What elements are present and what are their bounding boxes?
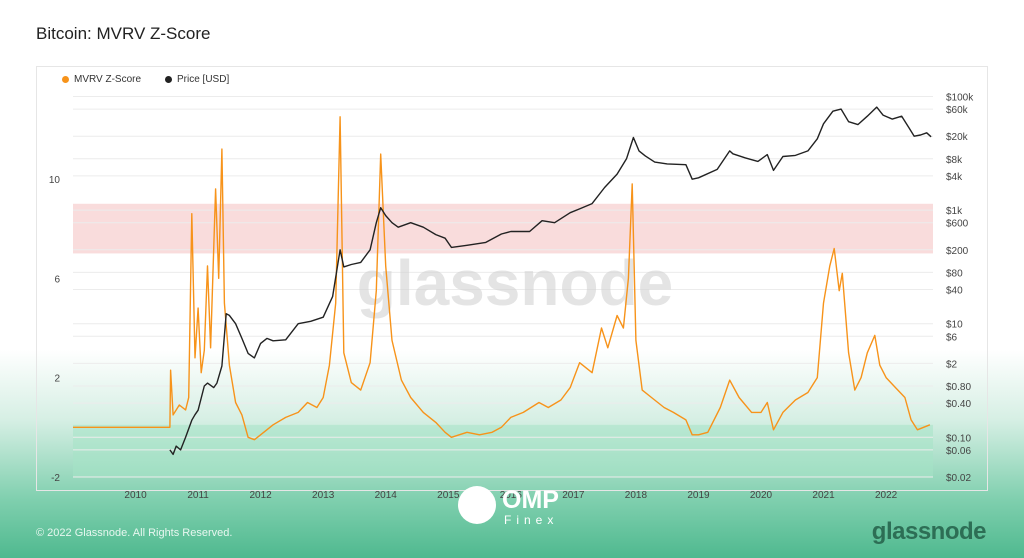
right-tick-label: $100k [946, 92, 974, 103]
copyright-text: © 2022 Glassnode. All Rights Reserved. [36, 527, 233, 539]
omp-logo-icon [458, 486, 496, 524]
glassnode-logo: glassnode [871, 518, 987, 545]
omp-logo-subtext: Finex [504, 513, 559, 527]
right-tick-label: $8k [946, 155, 963, 166]
x-tick-label: 2022 [875, 490, 898, 501]
left-tick-label: 2 [54, 374, 60, 385]
plot-frame [36, 66, 988, 491]
x-axis: 2010 2011 2012 2013 2014 2015 2016 2017 2018 2019… [124, 490, 897, 501]
series-line-mvrv [73, 116, 931, 441]
right-tick-label: $80 [946, 268, 963, 279]
right-tick-label: $0.06 [946, 446, 971, 457]
x-tick-label: 2021 [812, 490, 835, 501]
right-tick-label: $2 [946, 359, 958, 370]
bands-layer [73, 203, 933, 477]
right-tick-label: $10 [946, 320, 963, 331]
left-tick-label: 6 [54, 274, 60, 285]
watermark-text: glassnode [357, 247, 674, 319]
left-axis: -2 2 6 10 [49, 175, 61, 484]
x-tick-label: 2019 [687, 490, 710, 501]
x-tick-label: 2011 [187, 490, 209, 501]
x-tick-label: 2017 [562, 490, 585, 501]
right-tick-label: $600 [946, 219, 969, 230]
right-axis: $100k$60k$20k$8k$4k$1k$600$200$80$40$10$… [946, 92, 974, 484]
left-tick-label: -2 [51, 473, 60, 484]
mvrv-dot-icon [62, 76, 69, 83]
grid-layer [73, 95, 933, 478]
x-tick-label: 2016 [500, 490, 523, 501]
legend-item-mvrv[interactable]: MVRV Z-Score [62, 74, 141, 85]
right-tick-label: $0.02 [946, 473, 971, 484]
series-line-price [169, 106, 932, 456]
x-tick-label: 2018 [625, 490, 648, 501]
omp-logo-text: OMP [502, 486, 559, 514]
right-tick-label: $6 [946, 332, 958, 343]
x-tick-label: 2014 [375, 490, 398, 501]
left-tick-label: 10 [49, 175, 61, 186]
legend-label-mvrv: MVRV Z-Score [74, 74, 142, 85]
x-tick-label: 2015 [437, 490, 460, 501]
legend-item-price[interactable]: Price [USD] [165, 74, 229, 85]
right-tick-label: $0.80 [946, 382, 971, 393]
right-tick-label: $200 [946, 246, 969, 257]
right-tick-label: $4k [946, 172, 963, 183]
price-dot-icon [165, 76, 172, 83]
x-tick-label: 2020 [750, 490, 773, 501]
right-tick-label: $20k [946, 132, 969, 143]
series-layer [73, 106, 932, 456]
overvalued-band [73, 203, 933, 254]
omp-finex-logo: OMP Finex [458, 486, 578, 528]
undervalued-band [73, 424, 933, 477]
x-tick-label: 2013 [312, 490, 335, 501]
right-tick-label: $40 [946, 286, 963, 297]
right-tick-label: $1k [946, 206, 963, 217]
legend-label-price: Price [USD] [177, 74, 230, 85]
right-tick-label: $0.40 [946, 399, 971, 410]
chart-title: Bitcoin: MVRV Z-Score [36, 24, 211, 43]
x-tick-label: 2010 [124, 490, 147, 501]
right-tick-label: $0.10 [946, 433, 971, 444]
right-tick-label: $60k [946, 105, 969, 116]
x-tick-label: 2012 [250, 490, 273, 501]
